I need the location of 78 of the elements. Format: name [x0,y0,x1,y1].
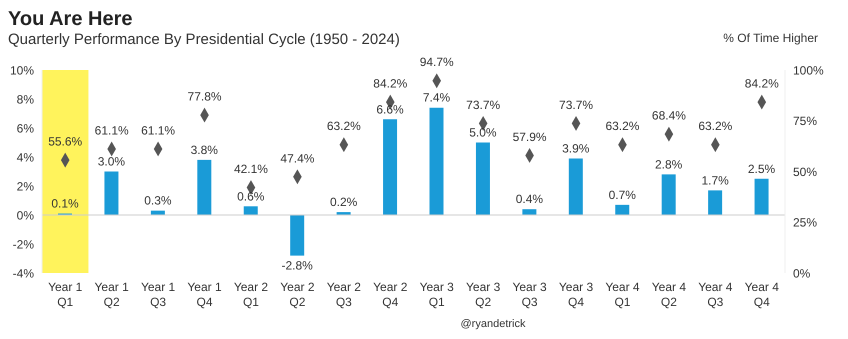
data-label: 57.9% [512,130,547,144]
chart-title: You Are Here [8,8,134,31]
x-tick-label: Year 2 Q3 [326,280,362,309]
data-label: 7.4% [422,90,450,105]
x-tick-label: Year 3 Q1 [420,280,454,309]
x-tick-label: Year 2 Q2 [280,280,315,309]
data-label: 0.1% [51,196,79,211]
bar [104,172,118,215]
x-tick-label: Year 3 Q2 [466,280,501,309]
data-label: 47.4% [280,151,315,166]
bar [662,174,676,215]
data-label: 0.7% [608,188,636,202]
y-tick-label: 4% [16,150,34,164]
bar [290,215,304,256]
data-label: 0.6% [237,189,265,204]
x-tick-label: Year 1 Q2 [94,280,130,309]
data-label: 68.4% [652,108,686,123]
y-tick-label: -2% [12,237,34,252]
data-label: 73.7% [466,98,500,112]
data-label: 2.8% [655,157,683,172]
data-label: 84.2% [744,76,780,91]
y2-axis-title: % Of Time Higher [723,31,818,47]
bar [708,190,722,215]
data-label: 84.2% [373,76,408,91]
bar [522,209,536,215]
data-label: 3.8% [190,142,218,157]
x-tick-label: Year 1 Q4 [187,280,222,309]
x-tick-label: Year 2 Q4 [373,280,408,309]
x-tick-label: Year 1 Q3 [140,280,176,309]
y-tick-label: 6% [16,121,34,136]
bar [476,142,490,215]
data-label: 3.0% [98,154,126,168]
x-tick-label: Year 4 Q2 [652,280,686,309]
y2-tick-label: 50% [793,164,818,179]
data-label: 55.6% [48,134,83,149]
y2-tick-label: 75% [793,114,818,128]
x-tick-label: Year 4 Q4 [744,280,780,309]
data-label: 0.2% [330,195,358,210]
y2-tick-label: 25% [793,216,818,230]
data-label: 94.7% [420,55,454,70]
data-label: 63.2% [326,119,362,134]
data-label: 63.2% [698,119,733,134]
y-tick-label: 8% [16,92,34,106]
data-label: 61.1% [94,123,129,138]
text: @ryandetrick [460,318,526,330]
data-label: 2.5% [748,162,776,176]
x-tick-label: Year 4 Q3 [698,280,733,309]
data-label: -2.8% [282,258,314,273]
data-label: 0.4% [516,192,544,206]
data-label: 77.8% [188,90,222,104]
data-label: 5.0% [469,126,497,140]
y-tick-label: 10% [10,63,34,78]
data-label: 61.1% [141,123,176,138]
bar [383,119,398,215]
chart-subtitle: Quarterly Performance By Presidential Cycle (1950 - 2024) [8,31,400,48]
x-tick-label: Year 4 Q1 [605,280,640,309]
bar [568,158,583,215]
data-label: 42.1% [234,162,268,176]
x-tick-label: Year 3 Q4 [558,280,594,309]
data-label: 1.7% [701,173,730,188]
data-label: 63.2% [605,119,640,134]
y2-tick-label: 100% [793,63,824,78]
x-tick-label: Year 3 Q3 [512,280,548,309]
bar [197,160,212,215]
y-tick-label: 0% [16,208,34,222]
data-label: 0.3% [144,194,172,208]
y2-tick-label: 0% [793,266,811,280]
bar [430,108,444,215]
bar [754,178,769,215]
x-tick-label: Year 1 Q1 [48,280,83,309]
bar [244,206,258,215]
data-label: 6.6% [376,102,404,116]
data-label: 73.7% [559,98,594,112]
x-tick-label: Year 2 Q1 [234,280,268,309]
data-label: 3.9% [562,141,590,156]
y-tick-label: -4% [12,266,34,280]
bar [615,204,630,215]
y-tick-label: 2% [16,179,34,194]
